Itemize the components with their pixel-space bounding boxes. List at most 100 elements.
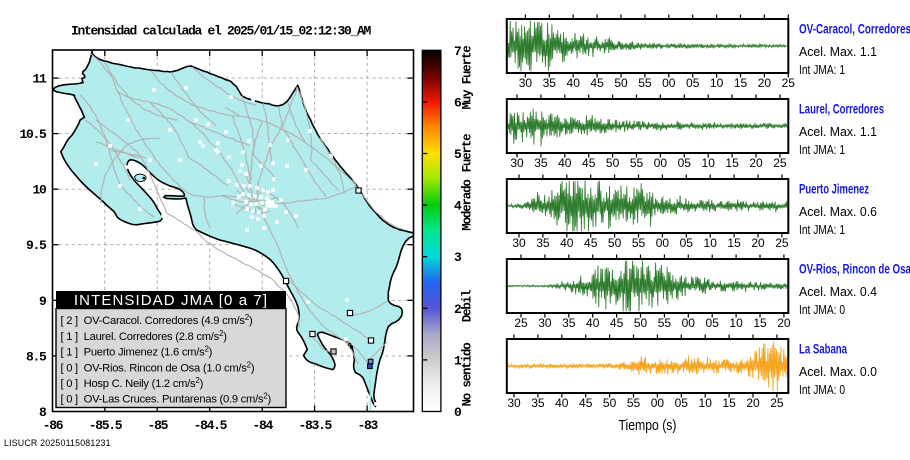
svg-text:40: 40	[555, 396, 569, 410]
svg-text:25: 25	[770, 396, 784, 410]
svg-text:55: 55	[638, 76, 652, 90]
svg-text:55: 55	[658, 316, 672, 330]
svg-text:55: 55	[627, 396, 641, 410]
svg-text:[ 1 ] Laurel. Corredores (2.8: [ 1 ] Laurel. Corredores (2.8 cm/s2)	[61, 329, 228, 343]
svg-text:1: 1	[454, 353, 462, 368]
svg-text:9: 9	[39, 294, 47, 309]
svg-text:-86: -86	[43, 418, 64, 433]
svg-text:Puerto Jimenez: Puerto Jimenez	[799, 182, 869, 197]
svg-text:05: 05	[706, 316, 720, 330]
svg-text:35: 35	[536, 236, 550, 250]
svg-text:15: 15	[753, 316, 767, 330]
svg-text:3: 3	[454, 250, 462, 265]
svg-text:10: 10	[729, 316, 743, 330]
svg-text:10.5: 10.5	[19, 127, 47, 142]
svg-text:15: 15	[725, 156, 739, 170]
svg-text:45: 45	[584, 236, 598, 250]
svg-text:35: 35	[534, 156, 548, 170]
svg-text:Muy Fuerte: Muy Fuerte	[461, 46, 475, 110]
svg-text:20: 20	[751, 236, 765, 250]
svg-text:50: 50	[606, 156, 620, 170]
svg-text:Acel. Max. 0.0: Acel. Max. 0.0	[799, 364, 877, 379]
svg-text:45: 45	[582, 156, 596, 170]
svg-text:10: 10	[702, 156, 716, 170]
svg-text:6: 6	[454, 95, 462, 110]
svg-text:[ 1 ] Puerto Jimenez (1.6 cm/: [ 1 ] Puerto Jimenez (1.6 cm/s2)	[61, 345, 213, 359]
svg-text:00: 00	[654, 156, 668, 170]
svg-text:30: 30	[507, 396, 521, 410]
svg-text:30: 30	[519, 76, 533, 90]
svg-text:25: 25	[782, 76, 796, 90]
svg-text:4: 4	[454, 199, 462, 214]
svg-text:05: 05	[680, 236, 694, 250]
svg-text:40: 40	[567, 76, 581, 90]
svg-text:45: 45	[579, 396, 593, 410]
svg-text:10: 10	[699, 396, 713, 410]
svg-text:8: 8	[39, 405, 47, 420]
svg-text:50: 50	[634, 316, 648, 330]
svg-text:Int JMA: 1: Int JMA: 1	[799, 142, 845, 157]
svg-text:2: 2	[454, 302, 462, 317]
svg-text:-84: -84	[253, 418, 274, 433]
svg-text:00: 00	[662, 76, 676, 90]
svg-text:7: 7	[454, 44, 461, 59]
svg-text:35: 35	[543, 76, 557, 90]
svg-text:9.5: 9.5	[26, 238, 47, 253]
svg-text:15: 15	[727, 236, 741, 250]
svg-text:Intensidad calculada el 2025/0: Intensidad calculada el 2025/01/15_02:12…	[71, 24, 372, 39]
svg-text:-85: -85	[148, 418, 169, 433]
svg-text:OV-Rios, Rincon de Osa: OV-Rios, Rincon de Osa	[799, 262, 910, 277]
svg-text:20: 20	[749, 156, 763, 170]
svg-text:20: 20	[746, 396, 760, 410]
svg-text:05: 05	[686, 76, 700, 90]
svg-text:INTENSIDAD JMA [0 a 7]: INTENSIDAD JMA [0 a 7]	[74, 292, 268, 309]
svg-text:LISUCR 20250115081231: LISUCR 20250115081231	[4, 438, 111, 448]
svg-text:55: 55	[630, 156, 644, 170]
svg-text:50: 50	[603, 396, 617, 410]
svg-text:45: 45	[610, 316, 624, 330]
svg-text:Laurel, Corredores: Laurel, Corredores	[799, 102, 884, 117]
svg-text:Acel. Max. 0.6: Acel. Max. 0.6	[799, 204, 877, 219]
svg-text:25: 25	[773, 156, 787, 170]
svg-text:05: 05	[678, 156, 692, 170]
svg-text:10: 10	[704, 236, 718, 250]
svg-text:00: 00	[656, 236, 670, 250]
svg-text:30: 30	[538, 316, 552, 330]
svg-text:-83: -83	[357, 418, 378, 433]
svg-text:Int JMA: 0: Int JMA: 0	[799, 302, 845, 317]
svg-text:Acel. Max. 1.1: Acel. Max. 1.1	[799, 124, 877, 139]
svg-text:40: 40	[558, 156, 572, 170]
svg-text:50: 50	[614, 76, 628, 90]
svg-text:05: 05	[675, 396, 689, 410]
svg-text:11: 11	[32, 72, 47, 87]
svg-text:5: 5	[454, 147, 462, 162]
svg-text:25: 25	[514, 316, 528, 330]
svg-text:20: 20	[758, 76, 772, 90]
svg-text:[ 0 ] Hosp C. Neily (1.2 cm/s: [ 0 ] Hosp C. Neily (1.2 cm/s2)	[61, 376, 204, 390]
svg-text:Acel. Max. 0.4: Acel. Max. 0.4	[799, 284, 877, 299]
svg-text:30: 30	[512, 236, 526, 250]
svg-text:Int JMA: 0: Int JMA: 0	[799, 382, 845, 397]
svg-text:15: 15	[722, 396, 736, 410]
svg-text:Fuerte: Fuerte	[461, 134, 475, 173]
svg-text:OV-Caracol, Corredores: OV-Caracol, Corredores	[799, 22, 910, 37]
svg-text:[ 2 ] OV-Caracol. Corredores: [ 2 ] OV-Caracol. Corredores (4.9 cm/s2)	[61, 313, 253, 327]
svg-text:No sentido: No sentido	[461, 343, 475, 407]
svg-text:10: 10	[710, 76, 724, 90]
svg-text:10: 10	[32, 183, 47, 198]
svg-text:00: 00	[682, 316, 696, 330]
svg-text:Int JMA: 1: Int JMA: 1	[799, 222, 845, 237]
svg-text:35: 35	[562, 316, 576, 330]
svg-text:30: 30	[510, 156, 524, 170]
svg-text:35: 35	[531, 396, 545, 410]
svg-text:Acel. Max. 1.1: Acel. Max. 1.1	[799, 44, 877, 59]
svg-text:50: 50	[608, 236, 622, 250]
svg-text:25: 25	[775, 236, 789, 250]
svg-text:[ 0 ] OV-Las Cruces. Puntaren: [ 0 ] OV-Las Cruces. Puntarenas (0.9 cm/…	[61, 392, 272, 406]
svg-text:45: 45	[590, 76, 604, 90]
svg-text:20: 20	[777, 316, 791, 330]
svg-text:40: 40	[560, 236, 574, 250]
svg-text:40: 40	[586, 316, 600, 330]
svg-text:00: 00	[651, 396, 665, 410]
svg-text:La Sabana: La Sabana	[799, 342, 847, 357]
